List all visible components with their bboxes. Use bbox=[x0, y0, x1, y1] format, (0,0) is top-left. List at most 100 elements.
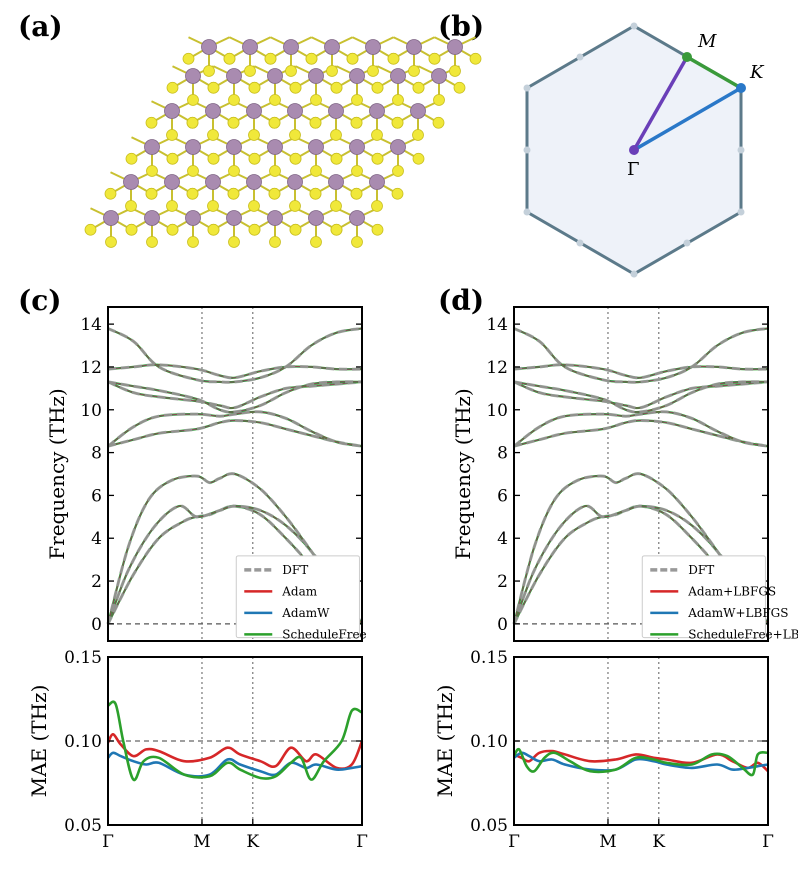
chalcogen-atom bbox=[391, 187, 404, 200]
ytick-label: 10 bbox=[80, 401, 102, 421]
branch-optical-5-Adam bbox=[107, 364, 363, 379]
legend-box bbox=[235, 555, 360, 639]
chalcogen-atom bbox=[351, 94, 363, 106]
chalcogen-atom bbox=[146, 165, 158, 177]
bz-edge-mid-dot bbox=[523, 146, 531, 154]
path-m-k bbox=[686, 55, 742, 90]
metal-atom bbox=[365, 39, 381, 55]
branch-optical-6-DFT bbox=[107, 326, 363, 384]
chalcogen-atom bbox=[182, 52, 195, 65]
chalcogen-atom bbox=[228, 236, 240, 248]
chalcogen-atom bbox=[371, 129, 383, 141]
legend-label: DFT bbox=[282, 563, 308, 577]
branch-optical-2-Adam+LBFGS bbox=[513, 411, 769, 447]
metal-atom bbox=[349, 210, 365, 226]
chalcogen-atom bbox=[330, 223, 343, 236]
chalcogen-atom bbox=[408, 65, 420, 77]
chalcogen-atom bbox=[187, 165, 199, 177]
chalcogen-atom bbox=[392, 165, 404, 177]
chalcogen-atom bbox=[248, 152, 261, 165]
chalcogen-atom bbox=[223, 52, 236, 65]
plot-frame bbox=[107, 306, 363, 642]
branch-optical-1-Adam bbox=[107, 419, 363, 447]
chalcogen-atom bbox=[186, 116, 199, 129]
bz-vertex-dot bbox=[630, 270, 638, 278]
branch-optical-1-DFT bbox=[513, 418, 769, 448]
chalcogen-atom bbox=[268, 116, 281, 129]
chalcogen-atom bbox=[166, 152, 179, 165]
chalcogen-atom bbox=[145, 187, 158, 200]
chalcogen-atom bbox=[326, 65, 338, 77]
metal-atom bbox=[308, 68, 324, 84]
branch-optical-5-ScheduleFree bbox=[107, 363, 363, 379]
m-point bbox=[682, 52, 692, 62]
chalcogen-atom bbox=[391, 116, 404, 129]
metal-atom bbox=[226, 139, 242, 155]
metal-atom bbox=[390, 68, 406, 84]
branch-optical-5-Adam+LBFGS bbox=[513, 364, 769, 379]
chalcogen-atom bbox=[248, 81, 261, 94]
metal-atom bbox=[328, 103, 344, 119]
chalcogen-atom bbox=[84, 223, 97, 236]
bz-vertex-dot bbox=[630, 22, 638, 30]
metal-atom bbox=[431, 68, 447, 84]
metal-atom bbox=[123, 174, 139, 190]
chalcogen-atom bbox=[104, 187, 117, 200]
ytick-label: 0 bbox=[91, 615, 102, 635]
panel-label-b: (b) bbox=[438, 10, 484, 43]
path-gamma-k bbox=[633, 86, 742, 152]
panel-c-frequency-plot: 0 2 4 6 8 10 12 14 Frequency (THz) DFT Adam AdamW Sc… bbox=[45, 306, 367, 642]
legend-label: AdamW bbox=[281, 606, 330, 620]
metal-atom bbox=[226, 210, 242, 226]
metal-atom bbox=[226, 68, 242, 84]
ytick-label: 8 bbox=[497, 444, 508, 464]
mae-series-Adam bbox=[106, 733, 364, 771]
metal-atom bbox=[164, 103, 180, 119]
chalcogen-atom bbox=[207, 81, 220, 94]
k-label: K bbox=[749, 62, 765, 83]
metal-atom bbox=[185, 210, 201, 226]
legend-box bbox=[641, 555, 766, 639]
branch-optical-1-ScheduleFree+LBFGS bbox=[513, 419, 769, 448]
legend-label: Adam+LBFGS bbox=[687, 584, 776, 598]
chalcogen-atom bbox=[433, 94, 445, 106]
metal-atom bbox=[205, 174, 221, 190]
chalcogen-atom bbox=[371, 223, 384, 236]
ytick-label: 0.10 bbox=[64, 732, 102, 752]
panel-d-frequency-plot: 0 2 4 6 8 10 12 14 Frequency (THz) DFT Adam+LBFGS A… bbox=[451, 306, 798, 642]
branch-acoustic-3-DFT bbox=[106, 472, 364, 625]
chalcogen-atom bbox=[166, 129, 178, 141]
metal-atom bbox=[447, 39, 463, 55]
metal-atom bbox=[164, 174, 180, 190]
ytick-label: 0.05 bbox=[470, 816, 508, 836]
chalcogen-atom bbox=[269, 236, 281, 248]
chalcogen-atom bbox=[145, 116, 158, 129]
branch-optical-5-AdamW bbox=[107, 364, 363, 379]
metal-atom bbox=[308, 210, 324, 226]
metal-atom bbox=[390, 139, 406, 155]
chalcogen-atom bbox=[428, 52, 441, 65]
ytick-label: 14 bbox=[486, 315, 508, 335]
branch-optical-5-AdamW+LBFGS bbox=[513, 364, 769, 379]
metal-atom bbox=[328, 174, 344, 190]
chalcogen-atom bbox=[305, 52, 318, 65]
metal-atom bbox=[267, 210, 283, 226]
ytick-label: 0.05 bbox=[64, 816, 102, 836]
branch-optical-4-DFT bbox=[513, 380, 769, 414]
chalcogen-atom bbox=[432, 116, 445, 129]
chalcogen-atom bbox=[207, 152, 220, 165]
branch-optical-2-ScheduleFree bbox=[107, 410, 363, 448]
branch-optical-1-AdamW+LBFGS bbox=[513, 419, 769, 447]
chalcogen-atom bbox=[125, 200, 137, 212]
metal-atom bbox=[283, 39, 299, 55]
branch-optical-2-AdamW bbox=[107, 411, 363, 447]
branch-optical-6-Adam bbox=[107, 327, 363, 383]
mae-series-ScheduleFree+LBFGS bbox=[512, 747, 769, 777]
metal-atom bbox=[287, 103, 303, 119]
metal-atom bbox=[406, 39, 422, 55]
brillouin-zone: Γ M K bbox=[523, 22, 765, 278]
branch-optical-1-DFT bbox=[107, 418, 363, 448]
metal-atom bbox=[324, 39, 340, 55]
branch-optical-2-Adam bbox=[107, 411, 363, 447]
panel-d-mae-plot: 0.05 0.10 0.15 Γ M K Γ MAE (THz) bbox=[433, 648, 774, 852]
